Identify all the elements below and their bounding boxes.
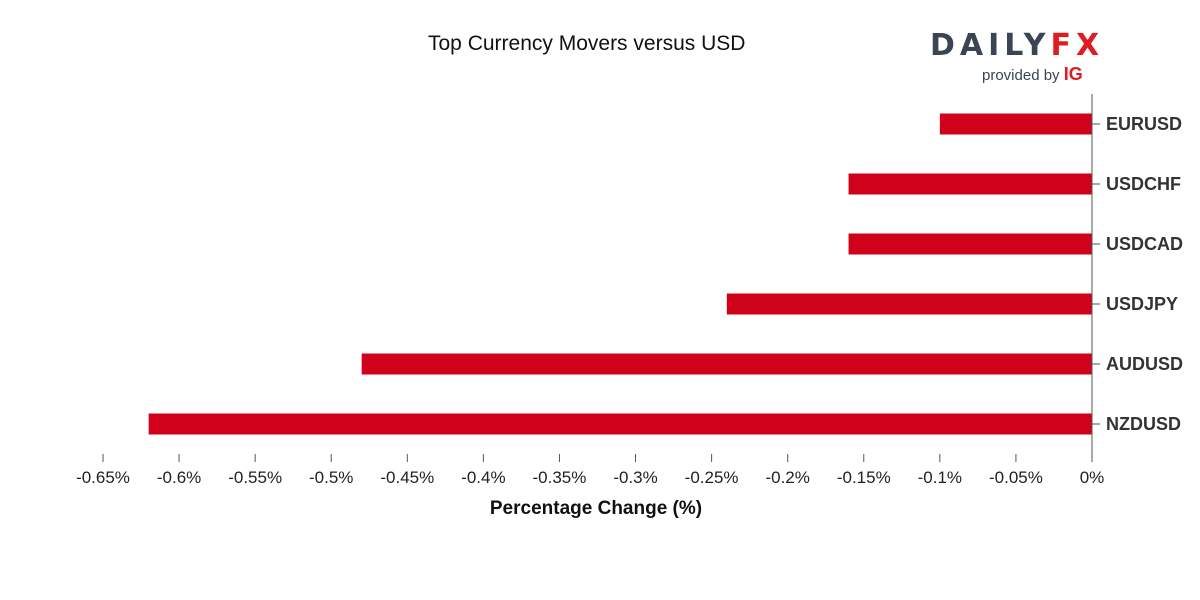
bar-usdchf — [848, 173, 1092, 195]
x-axis-title: Percentage Change (%) — [490, 498, 702, 519]
logo-daily-text: DAILY — [930, 28, 1051, 63]
provider-ig-text: IG — [1063, 64, 1083, 84]
logo-wordmark: DAILYFX — [930, 28, 1104, 63]
x-tick-label: -0.4% — [461, 468, 505, 487]
x-tick-label: -0.5% — [309, 468, 353, 487]
logo-fx-text: FX — [1050, 28, 1105, 63]
x-tick-label: -0.65% — [76, 468, 130, 487]
x-tick-label: -0.05% — [989, 468, 1043, 487]
logo-provided-by: provided by IG — [982, 64, 1083, 85]
x-tick-label: -0.6% — [157, 468, 201, 487]
x-tick-label: 0% — [1080, 468, 1105, 487]
category-label-audusd: AUDUSD — [1106, 354, 1183, 374]
bar-audusd — [361, 353, 1093, 375]
x-tick-label: -0.15% — [837, 468, 891, 487]
x-axis: -0.65% -0.6% -0.55% -0.5% -0.45% -0.4% -0.35% -… — [76, 454, 1104, 487]
x-tick-label: -0.3% — [613, 468, 657, 487]
bar-usdjpy — [726, 293, 1092, 315]
x-tick-label: -0.55% — [228, 468, 282, 487]
provided-by-text: provided by — [982, 67, 1064, 84]
category-label-eurusd: EURUSD — [1106, 114, 1182, 134]
bars-group — [148, 113, 1093, 435]
x-tick-label: -0.35% — [533, 468, 587, 487]
x-tick-label: -0.2% — [765, 468, 809, 487]
category-label-nzdusd: NZDUSD — [1106, 414, 1181, 434]
x-tick-label: -0.45% — [380, 468, 434, 487]
category-label-usdjpy: USDJPY — [1106, 294, 1178, 314]
chart-title: Top Currency Movers versus USD — [428, 32, 746, 55]
dailyfx-logo: DAILYFX provided by IG — [930, 26, 1099, 86]
bar-usdcad — [848, 233, 1092, 255]
category-label-usdchf: USDCHF — [1106, 174, 1181, 194]
x-tick-label: -0.25% — [685, 468, 739, 487]
y-axis: EURUSD USDCHF USDCAD USDJPY AUDUSD NZDUSD — [1091, 94, 1183, 454]
category-label-usdcad: USDCAD — [1106, 234, 1183, 254]
bar-eurusd — [939, 113, 1092, 135]
bar-nzdusd — [148, 413, 1093, 435]
x-tick-label: -0.1% — [918, 468, 962, 487]
